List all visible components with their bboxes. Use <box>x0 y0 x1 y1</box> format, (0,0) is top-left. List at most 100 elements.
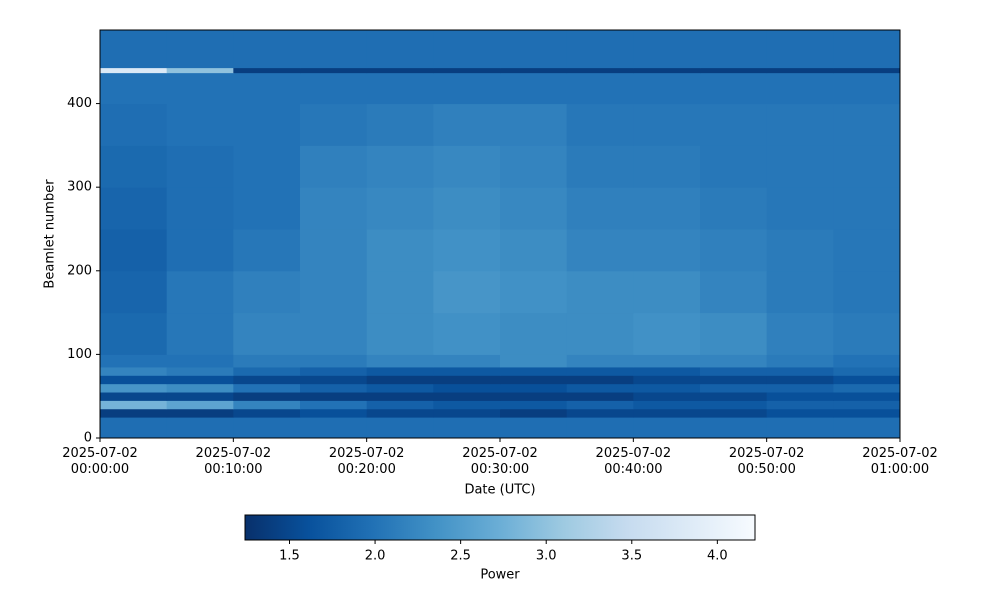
heatmap-cell <box>233 400 301 410</box>
heatmap-cell <box>566 392 634 401</box>
heatmap-cell <box>433 30 501 69</box>
heatmap-cell <box>433 103 501 146</box>
colorbar-tick-label: 3.5 <box>621 549 642 564</box>
heatmap-cell <box>300 228 368 272</box>
heatmap-cell <box>233 375 301 385</box>
heatmap-cell <box>766 366 834 376</box>
heatmap-cell <box>433 400 501 410</box>
heatmap-cell <box>166 67 234 74</box>
heatmap-cell <box>833 375 901 385</box>
heatmap-cell <box>500 228 568 272</box>
heatmap-cell <box>433 392 501 401</box>
heatmap-cell <box>633 270 701 314</box>
heatmap-cell <box>433 417 501 439</box>
heatmap-cell <box>166 354 234 368</box>
heatmap-cell <box>233 417 301 439</box>
heatmap-cell <box>300 67 368 74</box>
heatmap-cell <box>500 67 568 74</box>
heatmap-cell <box>433 366 501 376</box>
heatmap-cell <box>833 270 901 314</box>
heatmap-cell <box>566 408 634 418</box>
heatmap-cell <box>366 383 434 393</box>
heatmap-cell <box>700 383 768 393</box>
heatmap-cell <box>766 312 834 355</box>
heatmap-cell <box>433 383 501 393</box>
heatmap-cell <box>366 103 434 146</box>
heatmap-cell <box>433 354 501 368</box>
heatmap-cell <box>633 392 701 401</box>
heatmap-cell <box>100 400 168 410</box>
y-tick-label: 300 <box>67 180 92 195</box>
heatmap-cell <box>500 392 568 401</box>
colorbar-tick-label: 1.5 <box>279 549 300 564</box>
heatmap-cell <box>100 30 168 69</box>
heatmap-cell <box>166 400 234 410</box>
heatmap-cell <box>233 383 301 393</box>
y-axis-label: Beamlet number <box>43 179 58 289</box>
heatmap-cell <box>166 417 234 439</box>
heatmap-cell <box>500 366 568 376</box>
heatmap-cell <box>233 30 301 69</box>
heatmap-cell <box>833 145 901 188</box>
heatmap-cell <box>366 417 434 439</box>
heatmap-cell <box>633 366 701 376</box>
heatmap-cell <box>766 72 834 105</box>
x-tick-label: 2025-07-02 01:00:00 <box>862 446 938 477</box>
heatmap-cell <box>100 408 168 418</box>
heatmap-cell <box>433 145 501 188</box>
colorbar-tick-label: 2.0 <box>365 549 386 564</box>
heatmap-cell <box>366 408 434 418</box>
y-tick-label: 100 <box>67 347 92 362</box>
heatmap-cell <box>833 383 901 393</box>
heatmap-cell <box>566 187 634 230</box>
heatmap-cell <box>100 72 168 105</box>
colorbar-tick-label: 4.0 <box>707 549 728 564</box>
heatmap-cell <box>566 312 634 355</box>
heatmap-cell <box>566 400 634 410</box>
x-tick-label: 2025-07-02 00:30:00 <box>462 446 538 477</box>
heatmap-cell <box>500 270 568 314</box>
heatmap-cell <box>500 30 568 69</box>
heatmap-cell <box>366 312 434 355</box>
heatmap-cell <box>233 228 301 272</box>
heatmap-cell <box>766 30 834 69</box>
colorbar-tick-label: 2.5 <box>450 549 471 564</box>
heatmap-cell <box>566 30 634 69</box>
heatmap-cell <box>633 312 701 355</box>
heatmap-cell <box>633 145 701 188</box>
heatmap-cell <box>300 383 368 393</box>
heatmap-cell <box>633 417 701 439</box>
heatmap-cell <box>500 400 568 410</box>
heatmap-cell <box>233 408 301 418</box>
heatmap-cell <box>433 67 501 74</box>
x-tick-label: 2025-07-02 00:00:00 <box>62 446 138 477</box>
heatmap-cell <box>233 392 301 401</box>
heatmap-cell <box>566 67 634 74</box>
heatmap-cell <box>366 392 434 401</box>
heatmap-cell <box>100 228 168 272</box>
heatmap-cell <box>433 408 501 418</box>
heatmap-cell <box>100 354 168 368</box>
heatmap-cell <box>700 354 768 368</box>
heatmap-cell <box>500 145 568 188</box>
heatmap-cell <box>433 312 501 355</box>
heatmap-cell <box>833 417 901 439</box>
heatmap-cell <box>566 354 634 368</box>
colorbar-label: Power <box>480 568 520 583</box>
heatmap-cell <box>700 400 768 410</box>
heatmap-cell <box>766 187 834 230</box>
heatmap-cell <box>700 366 768 376</box>
heatmap-cell <box>833 312 901 355</box>
heatmap-cell <box>833 408 901 418</box>
heatmap-cell <box>500 408 568 418</box>
heatmap-cell <box>766 400 834 410</box>
heatmap-cell <box>833 392 901 401</box>
heatmap-cell <box>700 270 768 314</box>
heatmap-cell <box>166 228 234 272</box>
heatmap-cell <box>766 103 834 146</box>
heatmap-cell <box>833 72 901 105</box>
heatmap-cell <box>233 366 301 376</box>
heatmap-cell <box>233 145 301 188</box>
colorbar <box>244 514 756 541</box>
